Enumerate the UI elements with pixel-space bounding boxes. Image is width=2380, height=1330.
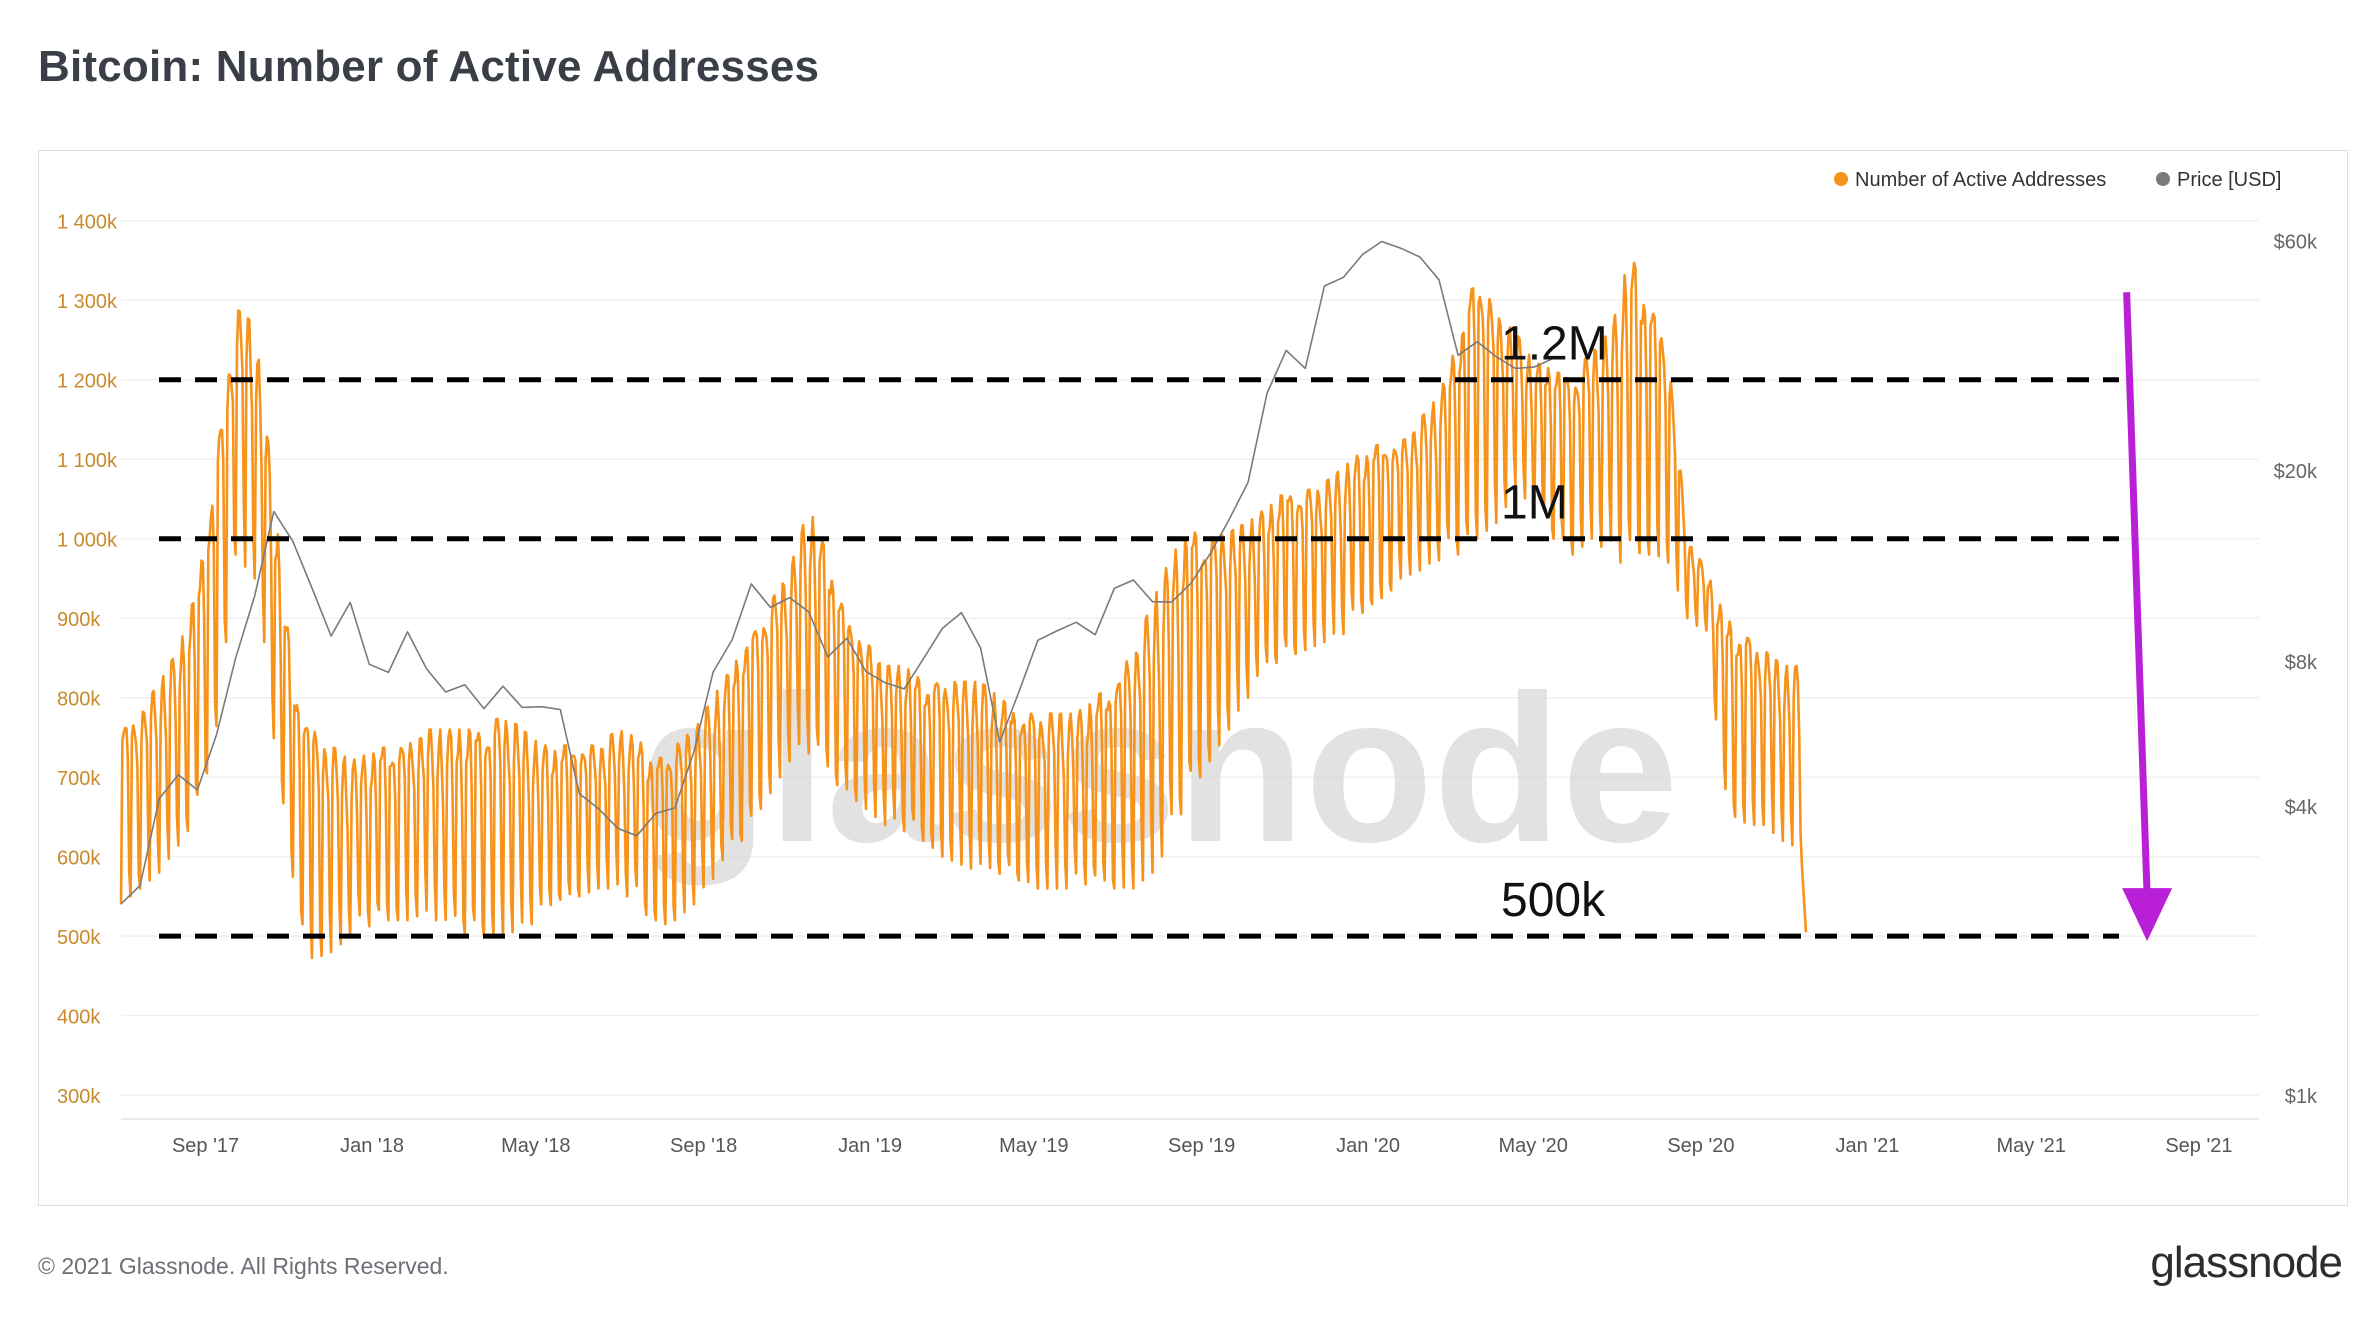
y-left-tick-label: 800k [57,689,101,711]
x-tick-label: Sep '21 [2165,1135,2232,1157]
y-right-tick-label: $20k [2274,461,2318,483]
x-tick-label: Sep '20 [1667,1135,1734,1157]
y-left-tick-label: 400k [57,1007,101,1029]
y-left-tick-label: 900k [57,609,101,631]
y-left-tick-label: 1 000k [57,530,118,552]
y-left-tick-label: 1 100k [57,450,118,472]
y-right-tick-label: $4k [2285,797,2318,819]
glassnode-logo[interactable]: glassnode [2150,1238,2343,1287]
page-title: Bitcoin: Number of Active Addresses [38,42,820,91]
legend-label-price: Price [USD] [2177,169,2281,191]
x-tick-label: Jan '20 [1336,1135,1400,1157]
x-tick-label: Sep '17 [172,1135,239,1157]
grid-lines [121,219,2259,1120]
legend-label-active-addresses: Number of Active Addresses [1855,169,2106,191]
x-tick-label: May '21 [1996,1135,2065,1157]
y-left-tick-label: 1 300k [57,291,118,313]
y-left-tick-label: 500k [57,927,101,949]
x-tick-label: Sep '19 [1168,1135,1235,1157]
reference-line-label: 1.2M [1501,318,1608,371]
reference-line-label: 500k [1501,874,1606,927]
arrow-shaft [2123,292,2151,897]
y-left-tick-label: 300k [57,1086,101,1108]
x-tick-label: Jan '19 [838,1135,902,1157]
arrow-head [2122,888,2173,942]
y-left-tick-label: 700k [57,768,101,790]
y-right-tick-label: $8k [2285,652,2318,674]
legend-dot-price [2156,172,2170,186]
y-left-tick-label: 1 200k [57,371,118,393]
y-left-tick-label: 1 400k [57,212,118,234]
x-tick-label: May '20 [1498,1135,1567,1157]
y-right-tick-label: $1k [2285,1086,2318,1108]
x-tick-label: Jan '21 [1835,1135,1899,1157]
legend: Price [USD] Number of Active Addresses [1834,169,2281,191]
y-left-tick-label: 600k [57,848,101,870]
x-tick-label: Sep '18 [670,1135,737,1157]
active-addresses-series-line [119,261,1808,960]
x-tick-label: May '19 [999,1135,1068,1157]
y-right-tick-label: $60k [2274,232,2318,254]
chart-frame: glassnode 300k 400k 500k 600k 700k 800k 900k 1 0… [38,150,2348,1206]
x-tick-label: Jan '18 [340,1135,404,1157]
legend-dot-active-addresses [1834,172,1848,186]
x-tick-label: May '18 [501,1135,570,1157]
copyright-text: © 2021 Glassnode. All Rights Reserved. [38,1253,449,1279]
price-series-line [120,240,1554,905]
reference-line-label: 1M [1501,477,1568,530]
